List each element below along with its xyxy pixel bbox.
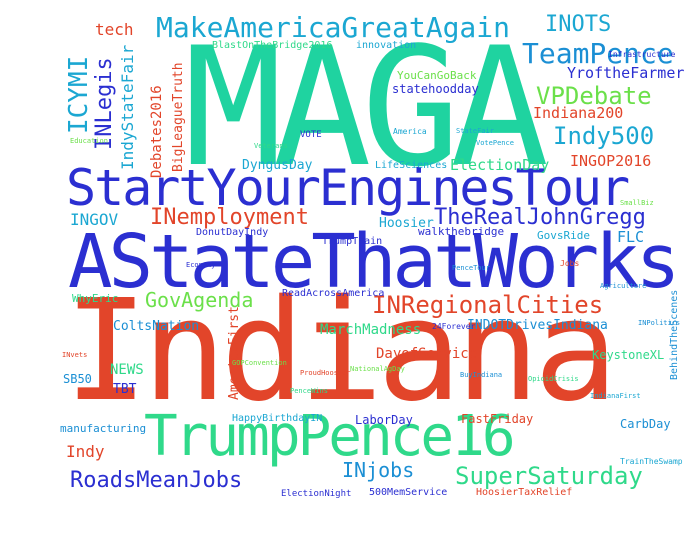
cloud-word: FastFriday: [461, 412, 534, 426]
cloud-word: Indiana: [64, 270, 618, 433]
cloud-word: FLC: [617, 228, 645, 246]
cloud-word: Jobs: [560, 259, 580, 268]
cloud-word: YouCanGoBack: [397, 69, 477, 82]
cloud-word: YroftheFarmer: [567, 64, 685, 82]
cloud-word: Indy500: [553, 122, 655, 150]
cloud-word: GOPConvention: [232, 359, 287, 367]
cloud-word: 24Forever: [432, 322, 476, 331]
cloud-word: ElectionDay: [450, 156, 550, 174]
cloud-word: LifeSciences: [375, 160, 448, 171]
cloud-word: tech: [95, 20, 134, 39]
cloud-word: BigLeagueTruth: [171, 62, 186, 172]
cloud-word: IndianaFirst: [590, 392, 641, 400]
cloud-word: TrumpPence16: [144, 404, 516, 469]
cloud-word: AmericaFirst: [227, 306, 242, 400]
cloud-word: PenceTour: [452, 264, 490, 272]
cloud-word: INGOP2016: [570, 152, 652, 170]
cloud-word: NEWS: [110, 362, 144, 378]
cloud-word: BlastOnTheBridge2016: [212, 40, 333, 51]
cloud-word: WhyEric: [72, 292, 119, 305]
cloud-word: ElectionNight: [281, 489, 352, 499]
cloud-word: TrainTheSwamp: [620, 457, 683, 466]
cloud-word: TBT: [113, 382, 137, 397]
cloud-word: Indy: [66, 442, 105, 461]
cloud-word: SuperSaturday: [455, 462, 643, 490]
cloud-word: ProudHoosier: [300, 369, 351, 377]
cloud-word: INjobs: [342, 458, 415, 482]
cloud-word: INGOV: [70, 210, 119, 229]
cloud-word: Agriculture: [600, 282, 647, 290]
cloud-word: MakeAmericaGreatAgain: [156, 11, 511, 44]
cloud-word: walkthebridge: [418, 225, 505, 238]
cloud-word: DayofService: [376, 346, 478, 362]
cloud-word: StartYourEnginesTour: [66, 159, 630, 217]
cloud-word: Education: [70, 137, 108, 145]
cloud-word: statehoodday: [392, 82, 479, 96]
cloud-word: TrumpTrain: [322, 236, 383, 247]
cloud-word: America: [393, 127, 427, 136]
cloud-word: BuyIndiana: [460, 371, 503, 379]
cloud-word: VPDebate: [536, 82, 652, 110]
cloud-word: Economy: [186, 261, 216, 269]
cloud-word: HoosierTaxRelief: [476, 487, 573, 498]
cloud-word: MarchMadness: [320, 322, 422, 338]
cloud-word: INemployment: [150, 205, 309, 230]
cloud-word: VOTE: [300, 130, 322, 140]
cloud-word: StateFair: [456, 127, 494, 135]
cloud-word: Hoosier: [379, 216, 434, 231]
cloud-word: GovAgenda: [145, 288, 254, 312]
cloud-word: ColtsNation: [113, 319, 200, 334]
cloud-word: RoadsMeanJobs: [70, 468, 243, 493]
cloud-word: OpioidCrisis: [528, 375, 579, 383]
cloud-word: MAGA: [184, 12, 549, 203]
cloud-word: INRegionalCities: [372, 291, 604, 319]
cloud-word: innovation: [356, 40, 417, 51]
cloud-word: IndyStateFair: [118, 44, 137, 170]
cloud-word: KeystoneXL: [592, 348, 665, 362]
cloud-word: Debates2016: [149, 85, 165, 178]
cloud-word: ICYMI: [64, 55, 94, 134]
cloud-word: Veterans: [254, 142, 288, 150]
cloud-word: DyngusDay: [242, 158, 313, 173]
cloud-word: TheRealJohnGregg: [434, 205, 646, 230]
cloud-word: BehindTheScenes: [669, 289, 680, 380]
cloud-word: VotePence: [476, 139, 514, 147]
cloud-word: INPolitics: [638, 319, 681, 327]
cloud-word: NationalAgDay: [350, 365, 405, 373]
cloud-word: INDOTDrivesIndiana: [467, 318, 608, 333]
cloud-word: ReadAcrossAmerica: [282, 288, 385, 299]
cloud-word: GovsRide: [537, 229, 590, 242]
cloud-word: SB50: [63, 372, 92, 386]
cloud-word: Indiana200: [533, 104, 624, 122]
cloud-word: DonutDayIndy: [196, 227, 269, 238]
cloud-word: INOTS: [545, 12, 612, 37]
cloud-word: 500MemService: [369, 487, 448, 498]
cloud-word: SmallBiz: [620, 199, 654, 207]
cloud-word: PenceWins: [290, 387, 328, 395]
cloud-word: LaborDay: [355, 413, 413, 427]
cloud-word: INvets: [62, 351, 88, 359]
cloud-word: CarbDay: [620, 417, 671, 431]
cloud-word: manufacturing: [60, 422, 147, 435]
cloud-word: AStateThatWorks: [68, 219, 680, 305]
cloud-word: TeamPence: [522, 37, 674, 70]
cloud-word: HappyBirthdayIN: [232, 413, 323, 424]
cloud-word: Infrastructure: [608, 50, 676, 59]
